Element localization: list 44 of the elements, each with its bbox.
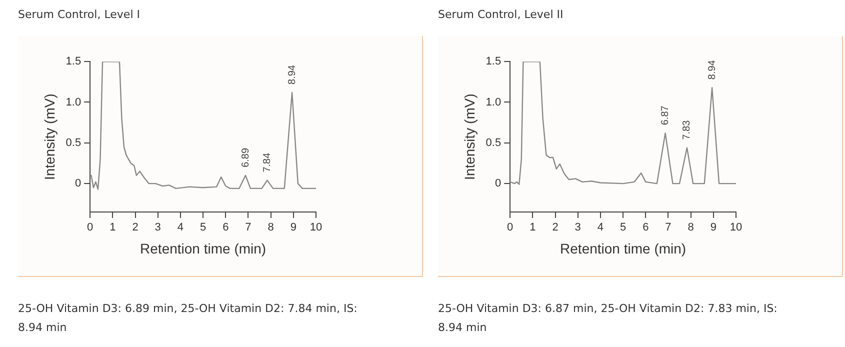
x-tick-label: 8 (268, 222, 274, 234)
x-tick-label: 3 (154, 222, 161, 234)
x-tick-label: 4 (177, 222, 184, 234)
x-tick-label: 7 (245, 222, 252, 234)
y-axis-title: Intensity (mV) (41, 94, 58, 180)
y-tick-label: 0.5 (66, 136, 82, 149)
y-tick-label: 1.5 (486, 56, 502, 68)
x-tick-label: 10 (310, 222, 322, 234)
x-tick-label: 2 (132, 222, 138, 234)
y-tick-label: 0.5 (486, 136, 502, 149)
x-tick-label: 5 (200, 222, 206, 234)
y-tick-label: 1.0 (486, 96, 502, 108)
x-tick-label: 4 (597, 222, 604, 234)
chart-title: Serum Control, Level I (18, 8, 141, 23)
annotation: 6.87 (660, 105, 672, 126)
x-tick-label: 9 (710, 222, 716, 234)
x-tick-label: 6 (642, 222, 649, 234)
y-tick-label: 1.0 (66, 96, 82, 108)
annotation: 7.83 (682, 120, 693, 140)
x-tick-label: 2 (552, 222, 558, 234)
x-tick-label: 1 (110, 222, 116, 234)
y-tick-label: 0 (494, 178, 502, 190)
x-tick-label: 1 (530, 222, 536, 234)
text: 25-OH Vitamin D3: 6.89 min, 25-OH Vitamin D2: 7.84 min, IS: 8.94 min (18, 301, 358, 336)
x-tick-label: 9 (290, 222, 296, 234)
x-axis-title: Retention time (min) (140, 240, 266, 256)
annotation: 8.94 (706, 60, 718, 80)
x-tick-label: 0 (507, 222, 514, 234)
x-tick-label: 3 (574, 222, 581, 234)
chart-title: Serum Control, Level II (438, 8, 564, 23)
x-tick-label: 7 (665, 222, 672, 234)
y-tick-label: 0 (74, 178, 82, 190)
x-tick-label: 10 (730, 222, 742, 234)
text: 25-OH Vitamin D3: 6.87 min, 25-OH Vitamin D2: 7.83 min, IS: 8.94 min (438, 301, 778, 336)
x-tick-label: 8 (688, 222, 694, 234)
x-axis-title: Retention time (min) (560, 240, 686, 256)
x-tick-label: 6 (222, 222, 229, 234)
y-axis-title: Intensity (mV) (461, 94, 478, 180)
x-tick-label: 0 (87, 222, 94, 234)
annotation: 6.89 (240, 148, 252, 168)
x-tick-label: 5 (620, 222, 626, 234)
y-tick-label: 1.5 (66, 56, 82, 68)
annotation: 8.94 (286, 64, 298, 84)
annotation: 7.84 (262, 152, 273, 172)
